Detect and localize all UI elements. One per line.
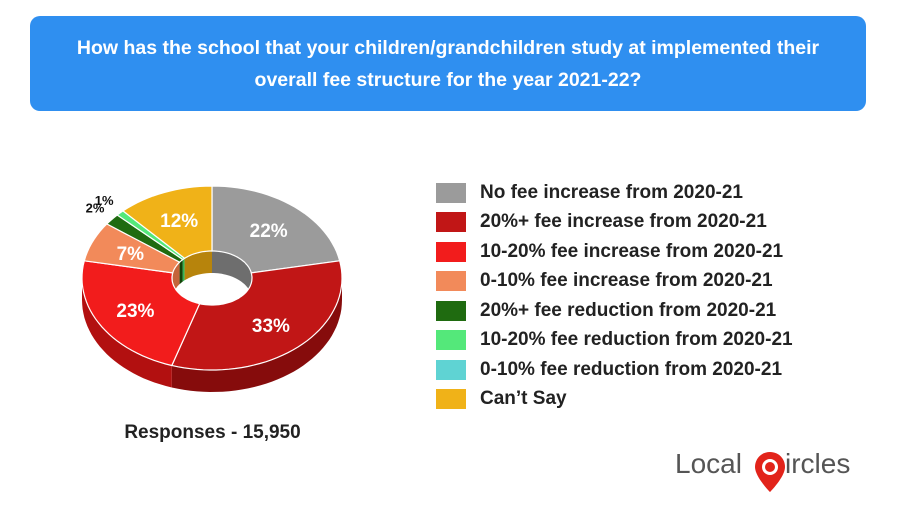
legend-item: No fee increase from 2020-21 (436, 178, 793, 208)
legend-swatch (436, 389, 466, 410)
legend-item: 10-20% fee reduction from 2020-21 (436, 326, 793, 356)
logo-text-right: ircles (785, 448, 851, 479)
pie-slice (121, 185, 213, 260)
legend-label: 0-10% fee reduction from 2020-21 (480, 358, 783, 380)
question-banner: How has the school that your children/gr… (30, 16, 866, 111)
legend-swatch (436, 300, 466, 321)
hole-wall (184, 251, 212, 281)
responses-count: Responses - 15,950 (124, 422, 301, 443)
hole-wall (179, 259, 183, 285)
legend-item: 10-20% fee increase from 2020-21 (436, 237, 793, 267)
legend-label: 20%+ fee increase from 2020-21 (480, 211, 767, 233)
legend-label: 0-10% fee increase from 2020-21 (480, 270, 773, 292)
data-label: 12% (160, 211, 198, 232)
legend-swatch (436, 271, 466, 292)
hole-wall (182, 258, 185, 282)
legend-item: 20%+ fee increase from 2020-21 (436, 208, 793, 238)
localcircles-logo: Local ircles (675, 446, 875, 492)
legend-swatch (436, 241, 466, 262)
legend-label: Can’t Say (480, 388, 567, 410)
donut-chart: 22% 33% 23% 7% 2%1% 12% (81, 185, 343, 392)
legend-item: 0-10% fee reduction from 2020-21 (436, 355, 793, 385)
data-label: 1% (95, 193, 114, 208)
legend-item: Can’t Say (436, 385, 793, 415)
chart-legend: No fee increase from 2020-21 20%+ fee inc… (436, 178, 793, 414)
legend-label: No fee increase from 2020-21 (480, 181, 743, 203)
data-label: 7% (117, 244, 145, 265)
hole-wall (212, 251, 252, 295)
data-label: 2% (86, 200, 105, 215)
legend-swatch (436, 330, 466, 351)
logo-pin-icon (755, 452, 785, 492)
legend-label: 20%+ fee reduction from 2020-21 (480, 299, 777, 321)
data-label: 22% (250, 221, 288, 242)
slice-side (82, 278, 172, 388)
chart-title: How has the school that your children/gr… (76, 36, 820, 91)
legend-item: 20%+ fee reduction from 2020-21 (436, 296, 793, 326)
slice-side (171, 278, 342, 392)
legend-swatch (436, 359, 466, 380)
legend-label: 10-20% fee reduction from 2020-21 (480, 329, 793, 351)
logo-text-left: Local (675, 448, 742, 479)
data-label: 23% (116, 301, 154, 322)
legend-swatch (436, 182, 466, 203)
data-label: 33% (252, 316, 290, 337)
legend-swatch (436, 212, 466, 233)
legend-label: 10-20% fee increase from 2020-21 (480, 240, 784, 262)
legend-item: 0-10% fee increase from 2020-21 (436, 267, 793, 297)
